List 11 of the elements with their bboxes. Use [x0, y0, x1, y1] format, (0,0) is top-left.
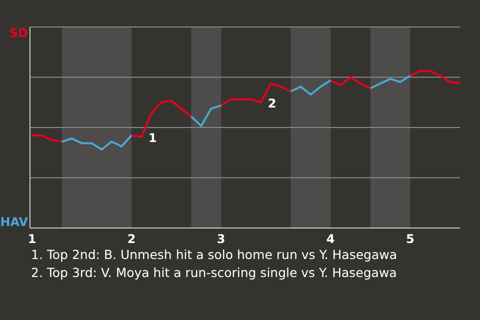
annotation: 1 — [148, 130, 157, 145]
annotation: 2 — [268, 96, 276, 110]
text: 2. Top 3rd: V. Moya hit a run-scoring single vs Y. Hasegawa — [31, 265, 397, 280]
x-tick-label: 2 — [127, 232, 136, 246]
x-tick-label: 1 — [28, 232, 36, 246]
x-tick-label: 4 — [326, 232, 335, 246]
x-tick-label: 3 — [216, 232, 226, 246]
x-tick-label: 5 — [406, 232, 414, 246]
text: HAV — [0, 215, 29, 229]
text: SD — [9, 26, 28, 40]
text: 1. Top 2nd: B. Unmesh hit a solo home run vs Y. Hasegawa — [31, 247, 398, 262]
